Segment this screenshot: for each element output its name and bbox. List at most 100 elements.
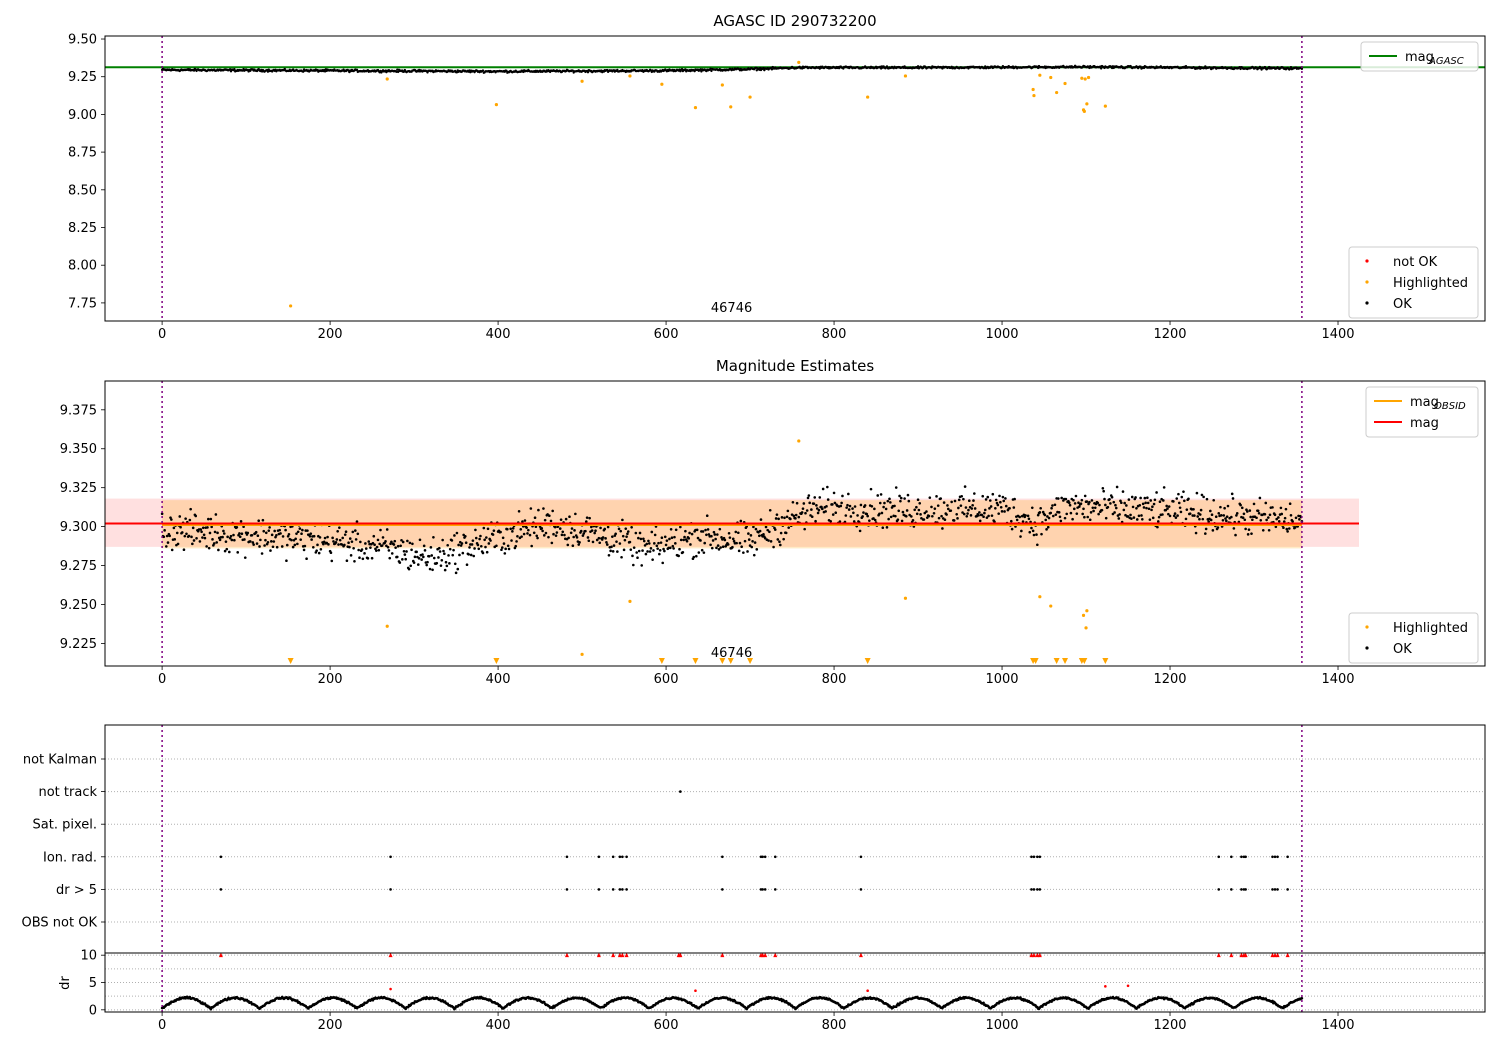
ok-point — [450, 539, 454, 542]
ok-point — [918, 502, 922, 505]
ok-point — [364, 547, 368, 550]
ok-point — [763, 536, 767, 540]
flag-point — [763, 888, 767, 891]
ok-point — [1109, 502, 1112, 505]
ok-point — [269, 549, 272, 552]
x-tick-label: 1000 — [985, 327, 1018, 342]
flag-point — [389, 888, 392, 891]
ok-point — [259, 538, 262, 542]
ok-point — [689, 543, 692, 546]
ok-point — [570, 527, 574, 530]
flag-point — [761, 855, 764, 859]
ok-point — [665, 539, 669, 542]
ok-point — [1225, 515, 1229, 518]
ok-point — [1293, 526, 1297, 529]
highlighted-point — [1038, 73, 1042, 77]
ok-point — [510, 539, 513, 542]
ok-point — [797, 515, 801, 519]
ok-point — [1144, 501, 1147, 505]
ok-point — [1211, 529, 1215, 532]
ok-point — [221, 535, 224, 539]
ok-point — [813, 496, 817, 499]
highlighted-point — [1083, 77, 1087, 81]
ok-point — [1151, 516, 1155, 520]
ok-point — [1053, 503, 1057, 507]
flag-point — [565, 855, 569, 859]
dr-clipped-marker — [1037, 952, 1042, 958]
ok-point — [681, 550, 685, 554]
ok-point — [348, 545, 351, 549]
ok-point — [454, 571, 458, 575]
ok-point — [285, 559, 288, 563]
ok-point — [238, 535, 242, 539]
ok-point — [984, 498, 988, 501]
ok-point — [622, 548, 626, 552]
ok-point — [746, 550, 749, 553]
ok-point — [1008, 506, 1011, 510]
ok-point — [1250, 532, 1253, 535]
ok-point — [662, 547, 665, 551]
ok-point — [415, 550, 418, 554]
ok-point — [1036, 543, 1039, 547]
ok-point — [201, 526, 205, 530]
ok-point — [579, 529, 583, 533]
flag-point — [859, 888, 863, 891]
chart-title: AGASC ID 290732200 — [713, 12, 876, 30]
ok-point — [532, 531, 536, 535]
ok-point — [679, 538, 683, 542]
flag-point — [611, 855, 615, 859]
ok-point — [178, 515, 182, 518]
ok-point — [696, 536, 700, 540]
ok-point — [612, 544, 616, 547]
ok-point — [336, 529, 339, 533]
ok-point — [404, 557, 407, 561]
ok-point — [281, 535, 285, 538]
ok-point — [351, 530, 355, 534]
ok-point — [208, 531, 212, 535]
highlighted-below-range-marker — [1102, 658, 1109, 664]
ok-point — [353, 559, 356, 563]
ok-point — [357, 548, 360, 552]
ok-point — [448, 562, 451, 565]
dr-clipped-marker — [760, 952, 765, 958]
ok-point — [826, 498, 830, 501]
ok-point — [235, 525, 239, 529]
ok-point — [267, 529, 271, 532]
ok-point — [1267, 528, 1271, 532]
dr-clipped-marker — [678, 952, 683, 958]
ok-point — [731, 545, 734, 549]
ok-point — [1244, 527, 1247, 531]
ok-point — [1004, 497, 1007, 500]
flag-row-label: not Kalman — [23, 753, 97, 768]
ok-point — [611, 550, 615, 553]
ok-point — [643, 544, 647, 547]
ok-point — [1085, 500, 1089, 503]
ok-point — [1019, 535, 1022, 538]
ok-point — [1114, 503, 1117, 507]
ok-point — [354, 538, 358, 541]
ok-point — [170, 518, 173, 521]
ok-point — [551, 509, 554, 513]
ok-point — [1294, 516, 1298, 520]
ok-point — [1156, 520, 1160, 523]
ok-point — [690, 532, 694, 536]
highlighted-point — [1049, 604, 1053, 608]
ok-point — [168, 534, 171, 538]
ok-point — [1275, 517, 1278, 521]
ok-point — [1030, 526, 1033, 530]
legend-marker-swatch — [1365, 280, 1369, 284]
ok-point — [505, 69, 508, 73]
ok-point — [1051, 504, 1054, 507]
ok-point — [355, 520, 359, 523]
ok-point — [431, 568, 434, 572]
y-tick-label: 9.350 — [60, 442, 97, 457]
ok-point — [824, 510, 827, 513]
ok-point — [1261, 528, 1265, 532]
ok-point — [715, 546, 718, 550]
ok-point — [1146, 501, 1150, 505]
ok-point — [413, 555, 417, 559]
ok-point — [477, 547, 481, 551]
ok-point — [305, 557, 308, 561]
ok-point — [692, 555, 696, 559]
